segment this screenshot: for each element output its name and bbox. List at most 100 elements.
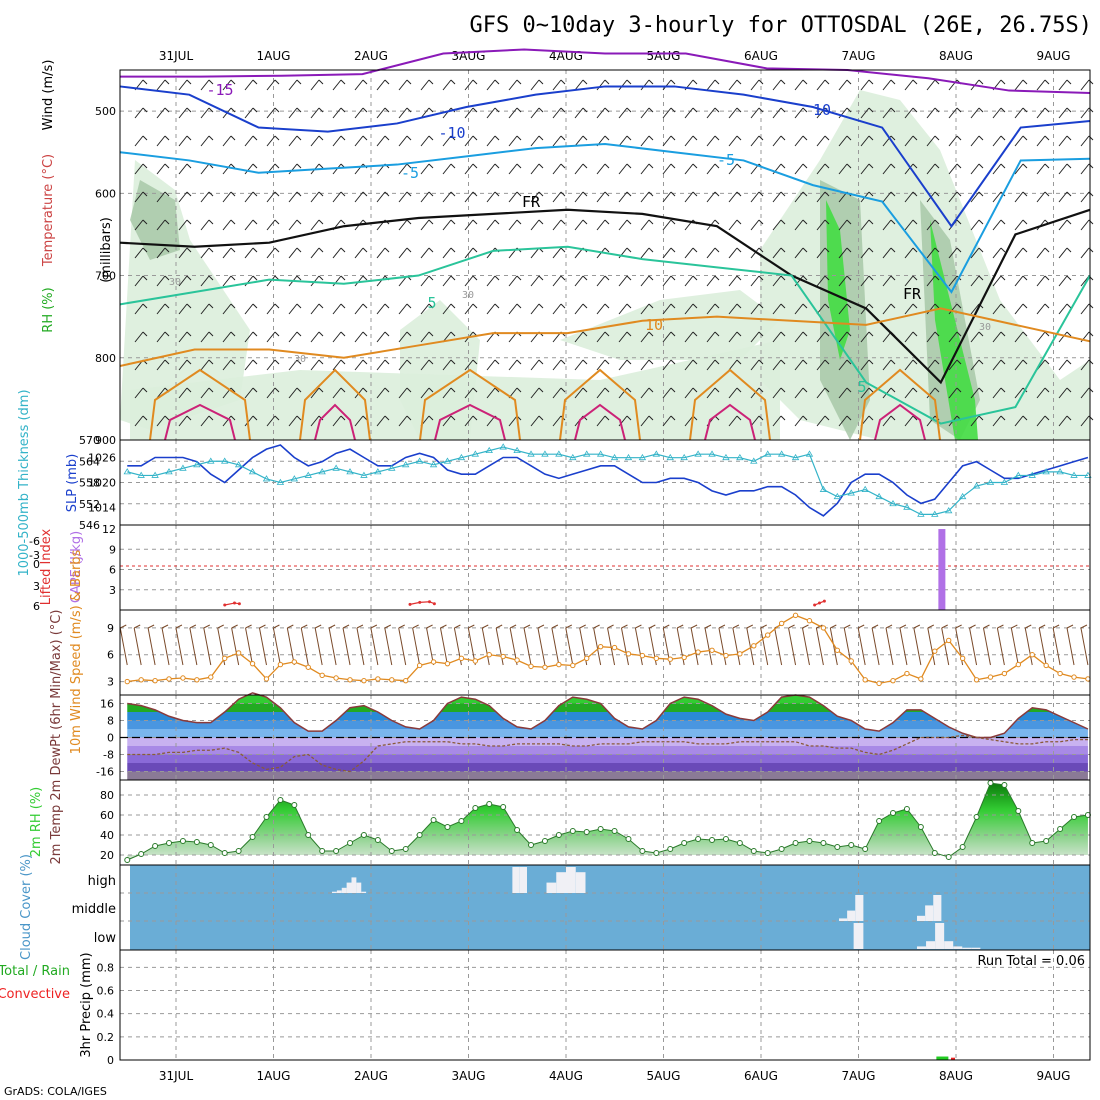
wind-barb <box>648 219 654 225</box>
wind-barb <box>926 359 936 371</box>
wind-barb <box>296 135 302 141</box>
wind-barb <box>956 387 962 393</box>
wind-barb <box>296 219 302 225</box>
thickness-marker <box>374 468 382 475</box>
rh-marker <box>750 848 757 854</box>
wind-barb <box>890 107 896 113</box>
top-date-label: 2AUG <box>354 49 388 63</box>
wind-barb <box>310 275 320 287</box>
wind-barb <box>420 275 430 287</box>
rh-marker <box>1057 826 1064 832</box>
wind-barb <box>288 219 298 231</box>
wind-barb <box>406 247 412 253</box>
wind-barb <box>788 624 795 629</box>
wind-barb <box>186 247 192 253</box>
wind-barb <box>670 359 676 365</box>
rh-marker <box>848 842 855 848</box>
wind-barb <box>354 79 364 91</box>
wind-barb <box>1000 163 1006 169</box>
wind-barb <box>736 219 742 225</box>
wind-barb <box>332 331 342 343</box>
wind-barb <box>318 107 324 113</box>
wind-barb <box>604 247 610 253</box>
wind-barb <box>1044 387 1050 393</box>
wind-barb <box>222 135 232 147</box>
wind-barb <box>354 415 364 427</box>
wind-barb <box>890 415 896 421</box>
wind-barb <box>1080 79 1090 91</box>
wind-barb <box>1044 163 1050 169</box>
contour-label: FR <box>522 193 541 211</box>
temp-band <box>127 763 1088 772</box>
wind-barb <box>941 624 948 629</box>
wind-barb <box>134 163 144 175</box>
wind-speed-marker <box>1043 662 1049 669</box>
rh-marker <box>305 832 312 838</box>
wind-barb <box>1014 331 1024 343</box>
slp-line <box>127 444 1089 517</box>
wind-barb <box>926 163 936 175</box>
wind-barb <box>208 135 214 141</box>
wind-barb <box>384 415 390 421</box>
wind-barb <box>728 163 738 175</box>
wind-speed-marker <box>194 677 200 683</box>
wind-barb <box>728 303 738 315</box>
wind-barb <box>274 219 280 225</box>
wind-barb <box>274 107 280 113</box>
wind-barb <box>934 219 940 225</box>
wind-barb <box>1000 219 1006 225</box>
wind-barb <box>208 219 214 225</box>
wind-barb <box>508 163 518 175</box>
wind-barb <box>574 107 584 119</box>
wind-barb <box>318 331 324 337</box>
wind-barb <box>948 275 958 287</box>
wind-barb <box>200 275 210 287</box>
wind-barb <box>508 219 518 231</box>
wind-barb <box>574 303 584 315</box>
wind-barb <box>362 331 368 337</box>
wind-barb <box>926 387 936 399</box>
wind-barb <box>706 331 716 343</box>
wind-barb <box>1058 79 1068 91</box>
wind-barb <box>758 107 764 113</box>
thickness-marker <box>1070 471 1078 478</box>
wind-barb <box>244 303 254 315</box>
wind-speed-marker <box>333 675 339 681</box>
wind-barb <box>230 275 236 281</box>
wind-barb <box>882 163 892 175</box>
wind-barb <box>142 191 148 197</box>
rh-area <box>127 783 1088 860</box>
bottom-date-label: 2AUG <box>354 1069 388 1083</box>
wind-barb <box>604 359 610 365</box>
wind-barb <box>926 415 936 427</box>
cloud-block <box>566 867 576 893</box>
wind-barb <box>772 303 782 315</box>
wind-barb <box>838 275 848 287</box>
wind-barb <box>750 387 760 399</box>
wind-barb <box>266 79 276 91</box>
wind-speed-marker <box>973 677 980 683</box>
wind-barb <box>494 135 500 141</box>
wind-barb <box>398 387 408 399</box>
wind-barb <box>356 627 365 666</box>
wind-barb <box>288 135 298 147</box>
wind-barb <box>648 275 654 281</box>
wind-barb <box>890 275 896 281</box>
wind-barb <box>794 303 804 315</box>
wind-speed-marker <box>1001 670 1008 677</box>
wind-barb <box>1014 415 1024 427</box>
wind-barb <box>274 135 280 141</box>
cloud-block <box>341 887 347 893</box>
wind-barb <box>670 275 676 281</box>
wind-barb <box>868 163 874 169</box>
wind-barb <box>530 247 540 259</box>
wind-barb <box>626 107 632 113</box>
wind-barb <box>274 331 280 337</box>
wind-barb <box>648 107 654 113</box>
wind-barb <box>398 415 408 427</box>
wind-barb <box>816 387 826 399</box>
wind-barb <box>714 387 720 393</box>
wind-barb <box>266 107 276 119</box>
wind-barb <box>161 627 170 666</box>
